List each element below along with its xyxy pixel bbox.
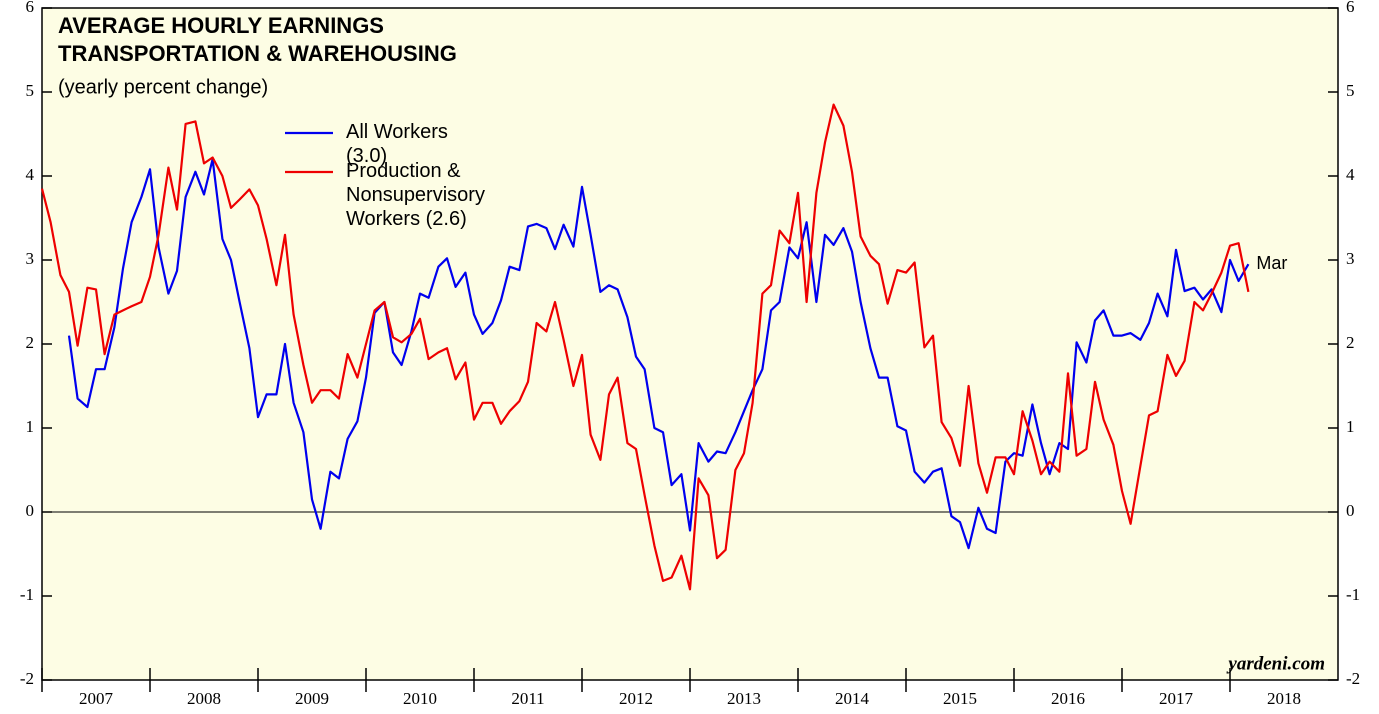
x-tick-label: 2009 bbox=[295, 689, 329, 708]
y-tick-label: 6 bbox=[26, 0, 35, 16]
y2-tick-label: -2 bbox=[1346, 669, 1360, 688]
series-line bbox=[40, 103, 1250, 591]
annotation: Mar bbox=[1256, 253, 1287, 273]
y-tick-label: 2 bbox=[26, 333, 35, 352]
x-tick-label: 2013 bbox=[727, 689, 761, 708]
x-tick-label: 2016 bbox=[1051, 689, 1085, 708]
x-tick-label: 2007 bbox=[79, 689, 114, 708]
chart-note: (yearly percent change) bbox=[58, 76, 268, 98]
y-tick-label: 1 bbox=[26, 417, 35, 436]
x-tick-label: 2011 bbox=[511, 689, 544, 708]
legend-label: Production & Nonsupervisory Workers (2.6) bbox=[346, 160, 485, 230]
source: yardeni.com bbox=[1226, 653, 1325, 674]
chart-title: AVERAGE HOURLY EARNINGS bbox=[58, 13, 384, 38]
x-tick-label: 2012 bbox=[619, 689, 653, 708]
y2-tick-label: 0 bbox=[1346, 501, 1355, 520]
y-tick-label: 3 bbox=[26, 249, 35, 268]
x-tick-label: 2017 bbox=[1159, 689, 1194, 708]
y2-tick-label: 6 bbox=[1346, 0, 1355, 16]
x-tick-label: 2008 bbox=[187, 689, 221, 708]
legend-label: All Workers (3.0) bbox=[346, 121, 448, 167]
x-tick-label: 2018 bbox=[1267, 689, 1301, 708]
y2-tick-label: 4 bbox=[1346, 165, 1355, 184]
y-tick-label: 5 bbox=[26, 81, 35, 100]
plot-area bbox=[41, 7, 1339, 681]
y2-tick-label: 5 bbox=[1346, 81, 1355, 100]
y-tick-label: 0 bbox=[26, 501, 35, 520]
x-tick-label: 2010 bbox=[403, 689, 437, 708]
y-tick-label: -2 bbox=[20, 669, 34, 688]
series-line bbox=[67, 158, 1250, 550]
y2-tick-label: -1 bbox=[1346, 585, 1360, 604]
chart-subtitle: TRANSPORTATION & WAREHOUSING bbox=[58, 41, 457, 66]
y-tick-label: -1 bbox=[20, 585, 34, 604]
y2-tick-label: 1 bbox=[1346, 417, 1355, 436]
x-tick-label: 2015 bbox=[943, 689, 977, 708]
y-tick-label: 4 bbox=[26, 165, 35, 184]
y2-tick-label: 2 bbox=[1346, 333, 1355, 352]
x-tick-label: 2014 bbox=[835, 689, 870, 708]
y2-tick-label: 3 bbox=[1346, 249, 1355, 268]
